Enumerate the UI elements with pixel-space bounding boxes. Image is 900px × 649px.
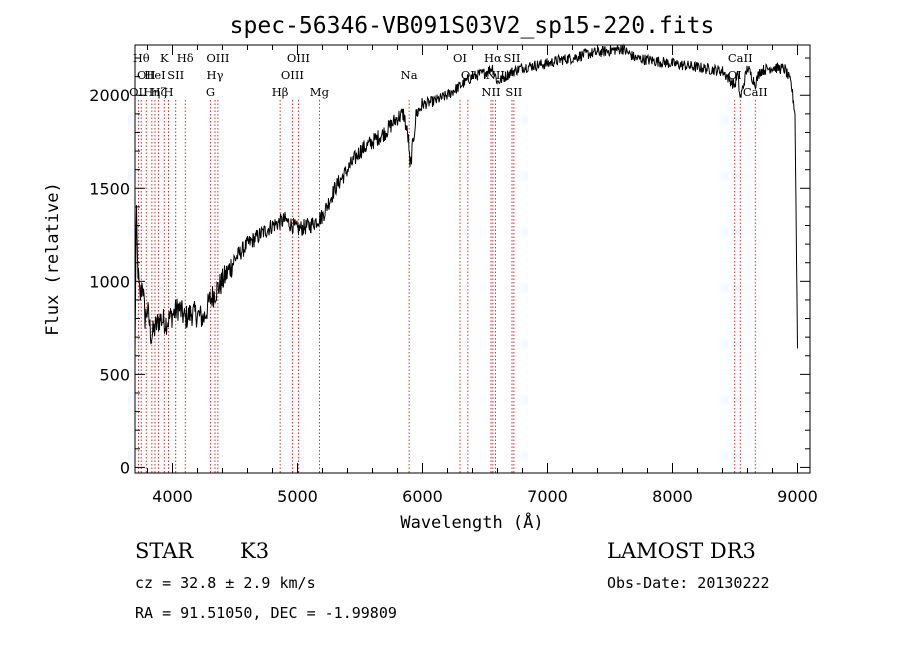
x-axis-ticks: 4000 5000 6000 7000 8000 9000 (147, 45, 818, 506)
x-tick-label: 9000 (777, 487, 818, 506)
spectral-line-label-7: H (163, 85, 173, 99)
x-tick-label: 8000 (652, 487, 693, 506)
spectral-line-label-14: OIII (281, 68, 304, 82)
spectral-line-label-17: Na (401, 68, 418, 82)
spectral-line-label-27: CaII (743, 85, 768, 99)
spectral-line-label-5: Hζ (150, 85, 166, 99)
observation-date: Obs-Date: 20130222 (607, 574, 770, 592)
spectral-line-label-4: HeI (144, 68, 165, 82)
spectral-line-label-1: Hθ (133, 51, 150, 65)
spectral-line-label-10: G (206, 85, 215, 99)
y-tick-label: 1000 (89, 272, 130, 291)
spectral-lines-layer (137, 100, 756, 473)
y-tick-label: 1500 (89, 179, 130, 198)
x-tick-label: 7000 (527, 487, 568, 506)
spectral-line-label-2: OII (137, 68, 156, 82)
spectral-line-label-20: NII (481, 85, 500, 99)
y-axis-label: Flux (relative) (43, 182, 63, 336)
spectral-line-label-18: OI (453, 51, 467, 65)
y-tick-label: 0 (120, 458, 130, 477)
spectral-line-label-24: SII (505, 85, 522, 99)
y-axis-ticks: 0 500 1000 1500 2000 (89, 57, 810, 477)
object-class: STAR (135, 539, 194, 563)
x-tick-label: 4000 (152, 487, 193, 506)
spectral-line-label-11: Hγ (207, 68, 224, 82)
spectral-line-label-23: SII (504, 51, 521, 65)
survey-name: LAMOST DR3 (607, 539, 756, 563)
spectrum-series (134, 43, 798, 352)
spectral-line-label-26: CaII (728, 51, 753, 65)
y-tick-label: 2000 (89, 86, 130, 105)
spectral-line-label-16: Mg (310, 85, 330, 99)
spectral-line-label-3: Hη (143, 85, 160, 99)
spectral-line-label-12: OIII (206, 51, 229, 65)
spectral-line-label-13: Hβ (272, 85, 289, 99)
redshift-cz: cz = 32.8 ± 2.9 km/s (135, 574, 316, 592)
x-tick-label: 6000 (402, 487, 443, 506)
spectral-line-label-8: SII (167, 68, 184, 82)
spectral-line-label-21: Hα (484, 51, 502, 65)
y-tick-label: 500 (99, 365, 130, 384)
chart-title: spec-56346-VB091S03V2_sp15-220.fits (230, 13, 715, 39)
x-tick-label: 5000 (277, 487, 318, 506)
object-subclass: K3 (240, 539, 270, 563)
spectral-line-label-15: OIII (287, 51, 310, 65)
spectral-line-label-6: K (160, 51, 169, 65)
coordinates: RA = 91.51050, DEC = -1.99809 (135, 604, 397, 622)
spectral-line-label-9: Hδ (177, 51, 194, 65)
x-axis-label: Wavelength (Å) (400, 511, 543, 533)
